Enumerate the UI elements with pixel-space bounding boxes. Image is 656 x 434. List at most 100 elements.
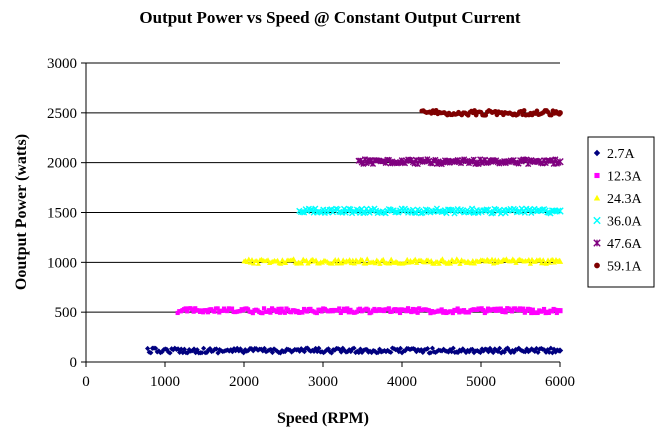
data-point: [397, 345, 404, 351]
data-point: [274, 348, 280, 354]
data-point: [484, 309, 489, 314]
x-tick-label: 0: [82, 374, 90, 390]
data-point: [387, 260, 393, 266]
data-point: [341, 347, 348, 353]
data-point: [434, 348, 440, 354]
data-point: [249, 257, 255, 262]
data-point: [365, 307, 371, 312]
data-point: [255, 347, 261, 353]
data-point: [466, 349, 472, 355]
data-point: [226, 348, 232, 354]
data-point: [246, 256, 252, 262]
data-point: [415, 347, 421, 353]
data-point: [343, 308, 348, 314]
data-point: [490, 349, 496, 356]
data-point: [479, 346, 485, 352]
data-point: [215, 350, 221, 356]
data-point: [383, 348, 389, 355]
data-point: [425, 345, 431, 352]
data-point: [291, 256, 297, 261]
data-point: [266, 308, 271, 313]
data-point: [341, 205, 348, 212]
data-point: [215, 306, 220, 311]
data-point: [261, 306, 267, 311]
y-tick-label: 0: [70, 355, 78, 371]
data-point: [283, 260, 289, 266]
data-point: [265, 257, 271, 262]
data-point: [553, 307, 558, 312]
data-point: [301, 349, 308, 355]
data-point: [277, 350, 284, 356]
data-point: [516, 345, 522, 351]
data-point: [255, 261, 261, 266]
data-point: [153, 345, 159, 351]
legend-label: 59.1A: [607, 260, 643, 275]
data-point: [287, 347, 293, 353]
data-point: [167, 350, 173, 356]
legend-marker: [593, 194, 601, 201]
data-point: [201, 345, 207, 351]
data-point: [399, 350, 405, 356]
data-point: [436, 261, 442, 266]
legend-marker: [594, 172, 600, 179]
data-point: [530, 307, 535, 312]
data-point: [438, 208, 445, 216]
data-point: [377, 261, 383, 266]
data-point: [268, 310, 273, 315]
legend-marker: [593, 149, 601, 157]
data-point: [426, 308, 431, 313]
data-point: [525, 349, 532, 355]
data-point: [341, 306, 347, 311]
data-point: [332, 257, 338, 262]
x-tick-label: 5000: [466, 374, 496, 390]
data-point: [457, 261, 463, 266]
data-point: [212, 309, 217, 314]
data-point: [250, 311, 255, 316]
data-point: [450, 310, 455, 316]
data-point: [199, 350, 205, 356]
data-point: [555, 207, 562, 214]
data-point: [229, 306, 235, 311]
data-point: [210, 348, 216, 354]
data-point: [397, 310, 403, 316]
data-point: [185, 309, 190, 314]
data-point: [447, 260, 453, 266]
data-point: [521, 108, 527, 113]
data-point: [509, 309, 515, 314]
data-point: [357, 306, 363, 311]
y-tick-label: 1000: [47, 255, 77, 271]
data-point: [471, 260, 477, 266]
data-point: [295, 346, 301, 353]
data-point: [388, 349, 394, 355]
data-point: [487, 259, 493, 264]
legend-marker: [594, 262, 600, 269]
data-point: [386, 306, 391, 311]
data-point: [183, 306, 188, 311]
data-point: [347, 206, 354, 213]
data-point: [439, 348, 445, 354]
data-point: [556, 347, 564, 354]
data-point: [181, 346, 188, 352]
data-point: [509, 347, 516, 354]
data-point: [556, 207, 564, 215]
data-point: [260, 311, 265, 316]
data-point: [453, 308, 459, 313]
data-point: [415, 310, 420, 315]
data-point: [348, 260, 354, 266]
data-point: [351, 260, 357, 266]
legend-label: 24.3A: [607, 192, 643, 207]
data-point: [228, 347, 234, 353]
data-point: [393, 307, 398, 312]
data-point: [481, 307, 486, 313]
data-point: [503, 310, 508, 315]
data-point: [220, 308, 225, 313]
data-point: [364, 256, 370, 261]
data-point: [521, 209, 528, 216]
data-point: [461, 348, 468, 354]
x-tick-label: 1000: [150, 374, 180, 390]
data-point: [533, 345, 540, 352]
data-point: [488, 210, 495, 217]
data-point: [303, 257, 309, 263]
legend-marker: [593, 239, 601, 247]
data-point: [313, 257, 319, 263]
